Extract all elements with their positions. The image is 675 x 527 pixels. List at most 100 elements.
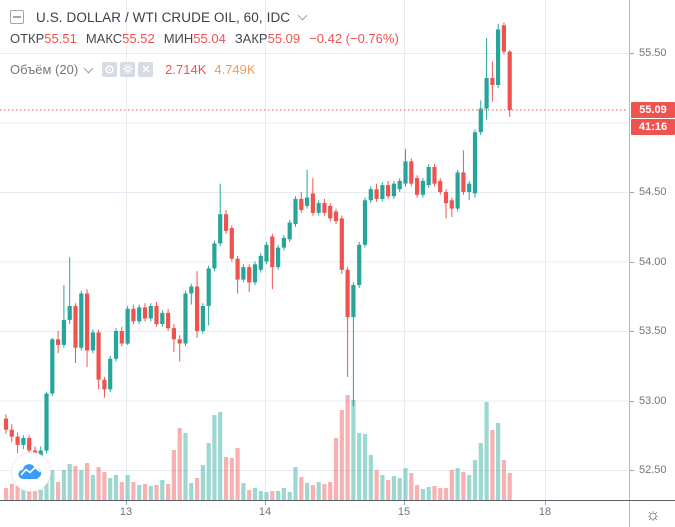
- candle-body: [241, 267, 246, 280]
- candle-body: [438, 180, 443, 192]
- volume-bar: [15, 486, 20, 500]
- price-tick-label: 54.00: [639, 255, 667, 268]
- candle-body: [310, 193, 315, 213]
- legend-collapse-button[interactable]: [10, 10, 24, 24]
- volume-bar: [102, 472, 107, 500]
- volume-bar: [223, 457, 229, 500]
- volume-bar: [449, 470, 454, 500]
- volume-bar: [310, 485, 315, 500]
- volume-bar: [44, 476, 49, 500]
- candle-body: [247, 267, 252, 283]
- chevron-down-icon[interactable]: [83, 63, 94, 73]
- volume-bar: [3, 488, 9, 500]
- candle-body: [119, 331, 124, 344]
- volume-bar: [501, 460, 506, 500]
- time-tick-label: 15: [397, 506, 411, 518]
- volume-bar: [438, 488, 443, 500]
- chevron-down-icon[interactable]: [297, 10, 308, 20]
- volume-bar: [484, 402, 489, 500]
- volume-bar: [67, 464, 72, 500]
- legend: U.S. DOLLAR / WTI CRUDE OIL, 60, IDC ОТК…: [10, 6, 399, 78]
- volume-bar: [461, 472, 466, 500]
- volume-bar: [299, 477, 304, 500]
- change-value: −0.42 (−0.76%): [309, 31, 399, 46]
- candle-body: [443, 192, 449, 204]
- open-value: 55.51: [44, 31, 77, 46]
- volume-bar: [241, 483, 246, 500]
- volume-bar: [137, 485, 142, 500]
- candle-body: [61, 319, 66, 345]
- volume-bar: [443, 488, 449, 500]
- volume-bar: [142, 484, 148, 500]
- volume-bar: [252, 488, 258, 500]
- candle-body: [154, 306, 159, 325]
- time-tick-label: 13: [119, 506, 133, 518]
- candle-body: [339, 218, 344, 270]
- candle-body: [270, 236, 275, 268]
- open-label: ОТКР: [10, 31, 45, 46]
- candle-body: [461, 172, 466, 192]
- candle-body: [113, 331, 119, 359]
- candle-body: [218, 214, 223, 244]
- volume-indicator-label[interactable]: Объём (20): [10, 61, 79, 77]
- candle-body: [432, 167, 437, 184]
- candle-body: [345, 269, 350, 318]
- volume-bar: [131, 482, 136, 500]
- candle-body: [368, 189, 373, 201]
- price-axis[interactable]: 55.50 54.50 54.00 53.50 53.00 52.50 55.09 41:16: [629, 0, 675, 500]
- volume-bar: [281, 488, 286, 500]
- tick-mark: [630, 261, 634, 263]
- volume-bar: [351, 400, 356, 500]
- chart-pane[interactable]: [0, 0, 628, 500]
- volume-bar: [96, 467, 101, 500]
- candle-body: [409, 161, 414, 184]
- volume-bar: [38, 490, 43, 500]
- close-icon: [142, 65, 150, 73]
- volume-bar: [287, 492, 292, 500]
- candle-body: [73, 306, 78, 348]
- candle-body: [131, 308, 136, 322]
- candle-body: [328, 205, 333, 219]
- volume-ma-value: 4.749K: [214, 61, 256, 77]
- indicator-remove-button[interactable]: [138, 61, 154, 77]
- volume-bar: [154, 485, 159, 500]
- volume-bar: [397, 478, 402, 500]
- volume-bar: [322, 484, 327, 500]
- volume-bar: [229, 458, 234, 500]
- candle-body: [322, 203, 327, 213]
- candle-body: [96, 332, 101, 380]
- indicator-visibility-button[interactable]: [102, 61, 118, 77]
- volume-bar: [403, 468, 408, 500]
- time-axis[interactable]: 13 14 15 18: [0, 500, 675, 527]
- volume-bar: [472, 460, 478, 500]
- tick-mark: [630, 470, 634, 471]
- candle-body: [316, 203, 321, 213]
- candle-body: [305, 197, 310, 206]
- indicator-settings-button[interactable]: [120, 61, 136, 77]
- candle-body: [200, 306, 205, 331]
- candle-body: [496, 29, 501, 85]
- candle-body: [50, 339, 55, 394]
- tick-mark: [630, 331, 634, 332]
- candle-body: [490, 78, 495, 85]
- volume-bar: [90, 475, 95, 500]
- volume-bar: [166, 484, 171, 500]
- axis-settings-button[interactable]: ☼: [629, 501, 675, 527]
- volume-bar: [113, 475, 119, 500]
- candle-body: [258, 255, 263, 270]
- candle-body: [467, 183, 472, 192]
- candle-body: [160, 312, 165, 324]
- high-label: МАКС: [85, 31, 123, 46]
- price-tick-label: 53.50: [639, 325, 667, 337]
- countdown-badge: 41:16: [631, 119, 675, 136]
- volume-bar: [212, 415, 217, 500]
- symbol-title[interactable]: U.S. DOLLAR / WTI CRUDE OIL, 60, IDC: [36, 9, 291, 25]
- volume-value: 2.714K: [165, 61, 207, 77]
- candle-body: [108, 358, 113, 390]
- candle-body: [177, 339, 182, 344]
- candle-body: [351, 285, 356, 318]
- candle-body: [293, 198, 298, 224]
- candle-body: [252, 264, 258, 283]
- volume-bar: [409, 473, 414, 500]
